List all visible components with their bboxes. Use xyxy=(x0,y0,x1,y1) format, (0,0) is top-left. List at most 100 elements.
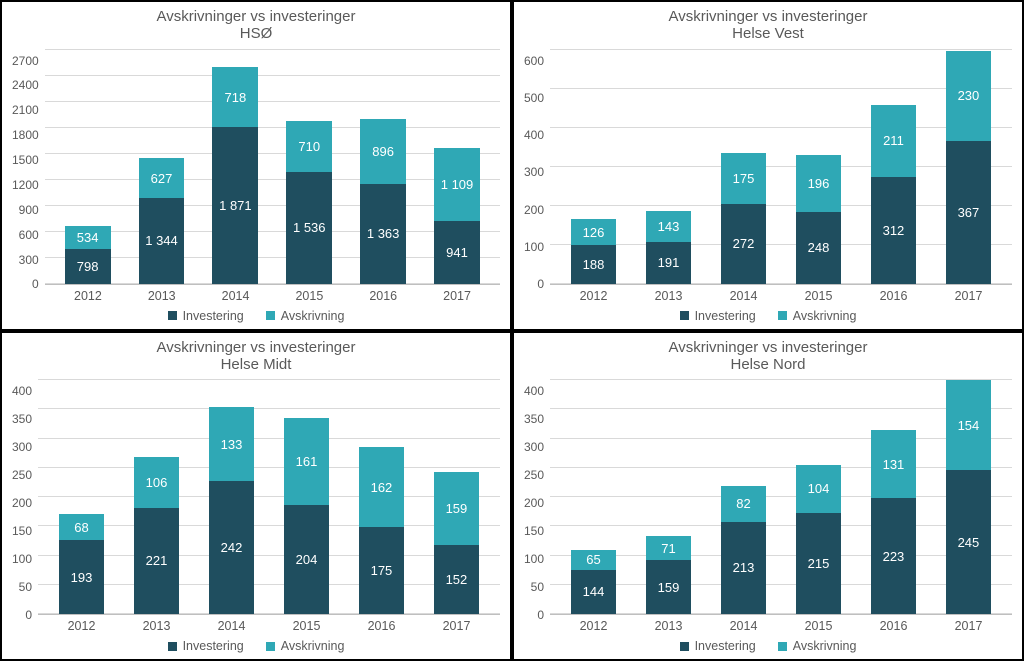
legend-label: Investering xyxy=(695,639,756,653)
chart-title-line1: Avskrivninger vs investeringer xyxy=(12,8,500,25)
x-tick: 2015 xyxy=(278,289,340,303)
bar-segment-investering: 221 xyxy=(134,508,180,614)
y-tick: 300 xyxy=(19,254,39,266)
y-tick: 250 xyxy=(524,469,544,481)
bar-segment-avskrivning: 159 xyxy=(434,472,480,545)
legend-label: Investering xyxy=(183,309,244,323)
y-tick: 2100 xyxy=(12,104,39,116)
bar-segment-avskrivning: 710 xyxy=(286,121,332,172)
y-tick: 1500 xyxy=(12,154,39,166)
bar-segment-avskrivning: 133 xyxy=(209,407,255,480)
y-tick: 1800 xyxy=(12,129,39,141)
bar-column: 21382 xyxy=(712,379,774,614)
legend-swatch xyxy=(266,642,275,651)
bar-segment-investering: 941 xyxy=(434,221,480,283)
bar-segment-investering: 798 xyxy=(65,249,111,283)
bar-segment-avskrivning: 106 xyxy=(134,457,180,508)
bar-segment-investering: 367 xyxy=(946,141,992,284)
bar-segment-avskrivning: 230 xyxy=(946,51,992,141)
bar-segment-avskrivning: 82 xyxy=(721,486,767,522)
chart-title-line2: Helse Midt xyxy=(12,356,500,373)
legend-item-avskrivning: Avskrivning xyxy=(778,309,857,323)
legend-swatch xyxy=(680,642,689,651)
bar-segment-investering: 152 xyxy=(434,545,480,614)
bar-segment-avskrivning: 627 xyxy=(139,158,185,198)
x-tick: 2015 xyxy=(276,619,338,633)
legend-label: Avskrivning xyxy=(281,639,345,653)
x-tick: 2017 xyxy=(426,289,488,303)
x-tick: 2017 xyxy=(938,289,1000,303)
bar-segment-investering: 175 xyxy=(359,527,405,614)
chart-panel-nord: Avskrivninger vs investeringerHelse Nord… xyxy=(514,333,1022,660)
bar-column: 14465 xyxy=(563,379,625,614)
y-tick: 0 xyxy=(537,278,544,290)
bar-column: 191143 xyxy=(638,49,700,284)
bar-segment-avskrivning: 126 xyxy=(571,219,617,245)
bar-column: 221106 xyxy=(126,379,188,614)
legend: Investering Avskrivning xyxy=(12,303,500,325)
y-tick: 200 xyxy=(12,497,32,509)
x-tick: 2016 xyxy=(352,289,414,303)
y-axis: 050100150200250300350400 xyxy=(524,379,550,615)
x-tick: 2014 xyxy=(205,289,267,303)
x-axis: 201220132014201520162017 xyxy=(550,285,1012,303)
bar-group: 7985341 3446271 8717181 5367101 36389694… xyxy=(45,49,500,284)
legend-label: Avskrivning xyxy=(793,309,857,323)
bar-segment-avskrivning: 65 xyxy=(571,550,617,570)
chart-panel-midt: Avskrivninger vs investeringerHelse Midt… xyxy=(2,333,510,660)
plot-area: 0100200300400500600188126191143272175248… xyxy=(524,49,1012,285)
y-tick: 400 xyxy=(12,385,32,397)
bar-segment-investering: 159 xyxy=(646,560,692,614)
legend: InvesteringAvskrivning xyxy=(524,303,1012,325)
x-tick: 2014 xyxy=(713,289,775,303)
bar-column: 367230 xyxy=(937,49,999,284)
chart-panel-vest: Avskrivninger vs investeringerHelse Vest… xyxy=(514,2,1022,329)
y-axis: 0300600900120015001800210024002700 xyxy=(12,49,45,285)
y-tick: 300 xyxy=(524,441,544,453)
x-tick: 2014 xyxy=(201,619,263,633)
legend-item-avskrivning: Avskrivning xyxy=(266,309,345,323)
chart-title-line1: Avskrivninger vs investeringer xyxy=(524,8,1012,25)
chart-title: Avskrivninger vs investeringerHSØ xyxy=(12,8,500,43)
bar-column: 175162 xyxy=(350,379,412,614)
plot-area: 0300600900120015001800210024002700798534… xyxy=(12,49,500,285)
chart-title: Avskrivninger vs investeringerHelse Vest xyxy=(524,8,1012,43)
plot: 7985341 3446271 8717181 5367101 36389694… xyxy=(45,49,500,285)
bar-column: 1 363896 xyxy=(352,49,414,284)
y-tick: 1200 xyxy=(12,179,39,191)
bar-segment-investering: 215 xyxy=(796,513,842,614)
bar-segment-investering: 191 xyxy=(646,242,692,284)
bar-column: 798534 xyxy=(57,49,119,284)
bar-group: 188126191143272175248196312211367230 xyxy=(550,49,1012,284)
bar-column: 248196 xyxy=(787,49,849,284)
chart-panel-hso: Avskrivninger vs investeringerHSØ0300600… xyxy=(2,2,510,329)
y-tick: 200 xyxy=(524,204,544,216)
bar-column: 204161 xyxy=(275,379,337,614)
chart-title-line2: Helse Vest xyxy=(524,25,1012,42)
x-tick: 2013 xyxy=(131,289,193,303)
bar-segment-investering: 312 xyxy=(871,177,917,284)
bar-column: 1 344627 xyxy=(131,49,193,284)
bar-segment-avskrivning: 211 xyxy=(871,105,917,177)
legend-item-avskrivning: Avskrivning xyxy=(266,639,345,653)
bar-segment-investering: 272 xyxy=(721,204,767,283)
bar-segment-investering: 144 xyxy=(571,570,617,614)
y-tick: 300 xyxy=(12,441,32,453)
bar-segment-investering: 245 xyxy=(946,470,992,614)
bar-segment-avskrivning: 718 xyxy=(212,67,258,127)
legend-swatch xyxy=(266,311,275,320)
bar-segment-investering: 193 xyxy=(59,540,105,614)
bar-segment-avskrivning: 534 xyxy=(65,226,111,249)
x-tick: 2012 xyxy=(57,289,119,303)
y-tick: 150 xyxy=(524,525,544,537)
y-tick: 300 xyxy=(524,166,544,178)
bar-segment-investering: 248 xyxy=(796,212,842,284)
bar-column: 19368 xyxy=(51,379,113,614)
bar-column: 245154 xyxy=(937,379,999,614)
legend-item-investering: Investering xyxy=(168,639,244,653)
y-tick: 500 xyxy=(524,92,544,104)
bar-column: 312211 xyxy=(862,49,924,284)
x-tick: 2015 xyxy=(788,289,850,303)
x-tick: 2016 xyxy=(351,619,413,633)
x-tick: 2015 xyxy=(788,619,850,633)
